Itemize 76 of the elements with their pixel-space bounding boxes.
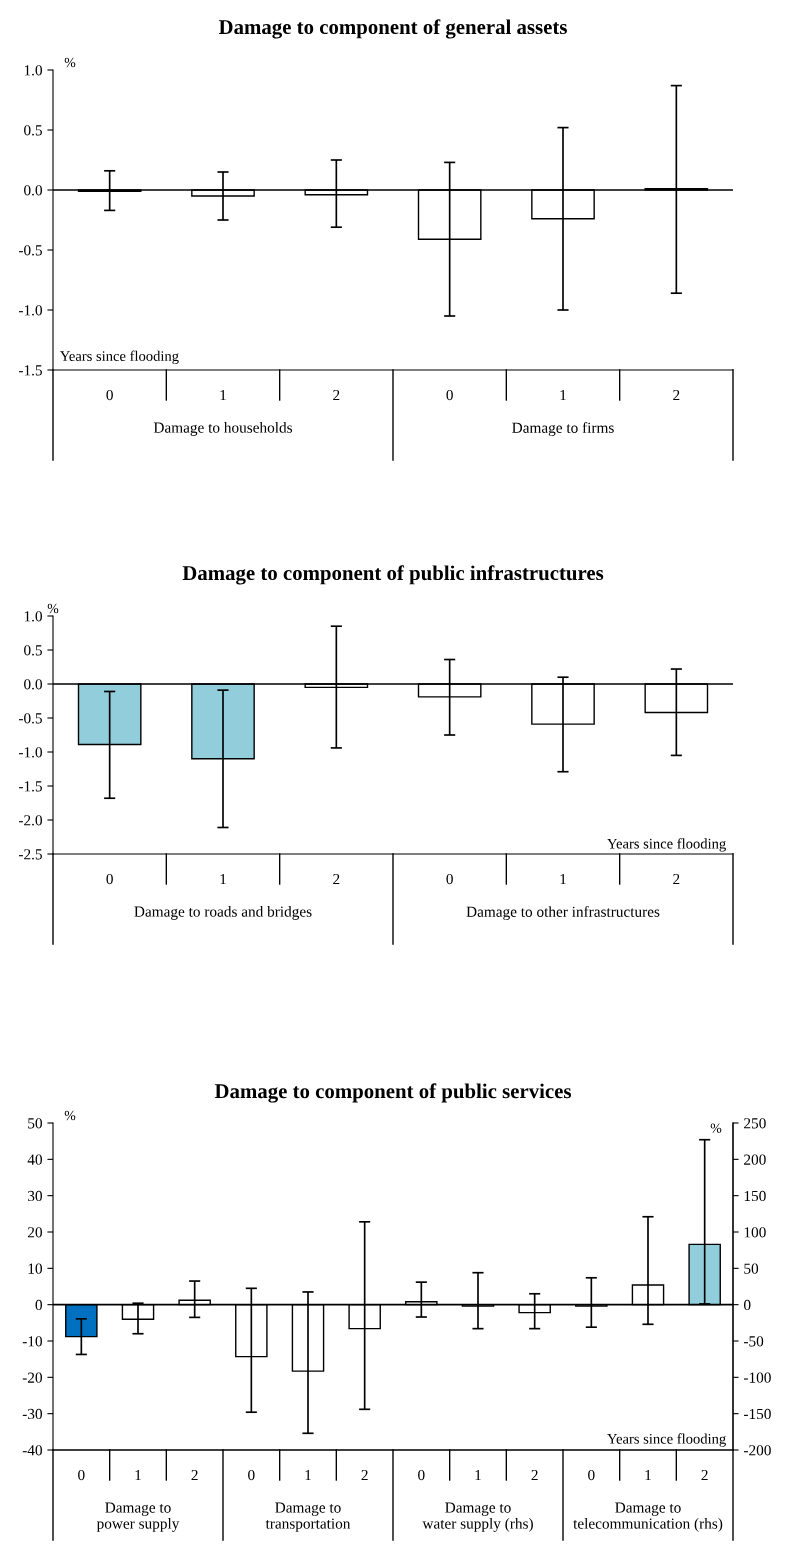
x-tick-label: 1 bbox=[475, 1469, 481, 1481]
text: Damage to telecommunication (rhs) bbox=[573, 1502, 723, 1532]
text: Damage to firms bbox=[512, 422, 614, 437]
x-tick-label: 0 bbox=[248, 1469, 255, 1481]
y-tick-label: 20 bbox=[27, 1227, 42, 1238]
x-tick-label: 0 bbox=[78, 1469, 85, 1481]
y-tick-label: 0.5 bbox=[24, 125, 42, 136]
x-tick-label: 2 bbox=[333, 873, 340, 885]
y-axis-title: % bbox=[64, 57, 76, 68]
y-tick-label: 40 bbox=[27, 1154, 42, 1165]
y-tick-label: -20 bbox=[22, 1372, 42, 1383]
x-tick-label: 2 bbox=[701, 1469, 708, 1481]
y-tick-label: -2.0 bbox=[18, 815, 42, 826]
text: Damage to transportation bbox=[265, 1502, 351, 1532]
y-tick-label: -40 bbox=[22, 1445, 42, 1456]
y2-tick-label: 250 bbox=[744, 1118, 766, 1129]
y-tick-label: -30 bbox=[22, 1408, 42, 1420]
y-tick-label: -1.0 bbox=[18, 747, 42, 758]
x-tick-label: 1 bbox=[135, 1469, 141, 1481]
y-tick-label: -0.5 bbox=[18, 245, 42, 256]
y-tick-label: -1.5 bbox=[18, 365, 42, 376]
x-tick-label: 2 bbox=[673, 389, 680, 401]
text: Damage to other infrastructures bbox=[466, 906, 660, 921]
y2-tick-label: -50 bbox=[743, 1336, 764, 1347]
y-tick-label: -0.5 bbox=[18, 713, 42, 724]
annotation: Years since flooding bbox=[59, 350, 179, 364]
y-tick-label: 0.0 bbox=[24, 679, 42, 690]
x-tick-label: 1 bbox=[645, 1469, 651, 1481]
y2-tick-label: 100 bbox=[744, 1227, 766, 1238]
annotation: Years since flooding bbox=[607, 1433, 726, 1447]
x-tick-label: 0 bbox=[446, 873, 453, 885]
y-axis-title: % bbox=[47, 603, 59, 614]
x-tick-label: 2 bbox=[333, 389, 340, 401]
x-tick-label: 0 bbox=[418, 1469, 425, 1481]
text: Damage to households bbox=[153, 422, 293, 436]
x-tick-label: 0 bbox=[588, 1469, 595, 1481]
y-tick-label: -1.5 bbox=[18, 781, 42, 792]
y-axis-title: % bbox=[64, 1110, 76, 1121]
y-tick-label: 0.0 bbox=[24, 185, 42, 196]
y2-tick-label: 200 bbox=[744, 1154, 766, 1165]
x-tick-label: 1 bbox=[220, 873, 226, 885]
y-tick-label: 10 bbox=[28, 1263, 42, 1274]
y-tick-label: 30 bbox=[28, 1190, 42, 1202]
x-tick-label: 0 bbox=[106, 873, 113, 885]
x-tick-label: 2 bbox=[673, 873, 680, 885]
chart-title: Damage to component of general assets bbox=[218, 19, 567, 39]
text: Damage to power supply bbox=[96, 1502, 180, 1532]
y2-axis-title: % bbox=[710, 1123, 722, 1133]
y-tick-label: -10 bbox=[22, 1336, 42, 1347]
x-tick-label: 2 bbox=[191, 1469, 198, 1481]
y2-tick-label: 0 bbox=[744, 1299, 751, 1311]
x-tick-label: 2 bbox=[361, 1469, 368, 1481]
x-tick-label: 1 bbox=[560, 873, 566, 885]
y2-tick-label: 50 bbox=[744, 1263, 759, 1274]
y2-tick-label: -100 bbox=[743, 1372, 771, 1383]
x-tick-label: 0 bbox=[106, 389, 113, 401]
x-tick-label: 1 bbox=[220, 389, 226, 401]
text: Damage to roads and bridges bbox=[134, 906, 312, 920]
y-tick-label: 50 bbox=[28, 1118, 42, 1129]
y2-tick-label: 150 bbox=[744, 1190, 766, 1202]
y-tick-label: -1.0 bbox=[18, 305, 42, 316]
annotation: Years since flooding bbox=[607, 838, 726, 852]
x-tick-label: 0 bbox=[446, 389, 453, 401]
y2-tick-label: -200 bbox=[743, 1445, 771, 1456]
y2-tick-label: -150 bbox=[743, 1408, 771, 1420]
y-tick-label: 0.5 bbox=[24, 645, 42, 656]
y-tick-label: 1.0 bbox=[24, 65, 42, 76]
y-tick-label: 1.0 bbox=[24, 611, 42, 622]
y-tick-label: -2.5 bbox=[18, 849, 42, 860]
x-tick-label: 1 bbox=[305, 1469, 311, 1481]
y-tick-label: 0 bbox=[35, 1299, 42, 1311]
chart-title: Damage to component of public infrastructures bbox=[182, 565, 604, 585]
chart-title: Damage to component of public services bbox=[214, 1083, 571, 1103]
x-tick-label: 2 bbox=[531, 1469, 538, 1481]
text: Damage to water supply (rhs) bbox=[422, 1502, 533, 1532]
x-tick-label: 1 bbox=[560, 389, 566, 401]
